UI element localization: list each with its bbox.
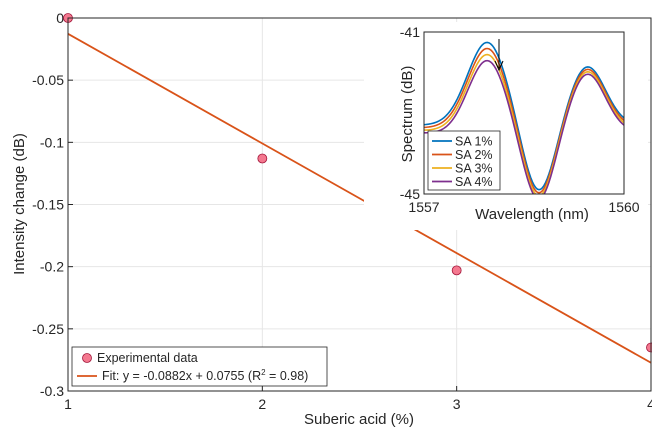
inset-arrow-annotation — [494, 39, 504, 72]
inset-arrow-head — [494, 60, 504, 72]
inset-legend-label: SA 2% — [455, 148, 493, 162]
legend: Experimental data Fit: y = -0.0882x + 0.… — [71, 346, 328, 387]
legend-marker-experimental — [82, 353, 92, 363]
x-tick-label: 2 — [258, 396, 266, 412]
x-axis-label: Suberic acid (%) — [304, 411, 414, 428]
fit-line — [67, 33, 652, 364]
y-tick-label: -0.1 — [40, 134, 64, 150]
y-tick-label: -0.3 — [40, 383, 64, 399]
y-tick-label: -0.05 — [32, 72, 64, 88]
legend-label-experimental: Experimental data — [97, 351, 198, 365]
main-plot-frame — [67, 17, 652, 392]
inset-y-axis-label: Spectrum (dB) — [399, 66, 416, 163]
y-tick-label: -0.25 — [32, 321, 64, 337]
inset-series — [424, 41, 624, 194]
y-tick-label: -0.2 — [40, 259, 64, 275]
inset-series-line — [424, 41, 624, 191]
legend-label-fit-prefix: Fit: y = -0.0882x + 0.0755 (R — [102, 369, 261, 383]
inset-legend-label: SA 3% — [455, 162, 493, 176]
inset-x-tick-label: 1557 — [408, 199, 439, 215]
legend-box — [71, 346, 328, 387]
data-point — [257, 153, 268, 164]
inset-series-line — [424, 47, 624, 194]
inset-x-tick-label: 1560 — [608, 199, 639, 215]
y-tick-label: -0.15 — [32, 197, 64, 213]
inset-series-line — [424, 53, 624, 194]
inset-y-tick-label: -41 — [400, 24, 420, 40]
inset-legend: SA 1%SA 2%SA 3%SA 4% — [427, 130, 501, 191]
legend-label-fit-suffix: = 0.98) — [266, 369, 309, 383]
inset-x-axis-label: Wavelength (nm) — [475, 206, 589, 223]
inset-plot-frame — [423, 31, 625, 195]
inset-y-tick-label: -45 — [400, 186, 420, 202]
legend-label-fit-sup: 2 — [261, 368, 266, 377]
inset-legend-label: SA 1% — [455, 135, 493, 149]
data-point — [451, 265, 462, 276]
y-axis-label: Intensity change (dB) — [11, 133, 28, 275]
inset-series-line — [424, 59, 624, 194]
x-tick-label: 3 — [453, 396, 461, 412]
legend-label-fit: Fit: y = -0.0882x + 0.0755 (R2 = 0.98) — [102, 368, 308, 383]
y-tick-label: 0 — [56, 10, 64, 26]
main-y-axis: 0 -0.05 -0.1 -0.15 -0.2 -0.25 -0.3 — [32, 10, 73, 399]
x-tick-label: 1 — [64, 396, 72, 412]
x-tick-label: 4 — [647, 396, 652, 412]
inset-legend-label: SA 4% — [455, 175, 493, 189]
